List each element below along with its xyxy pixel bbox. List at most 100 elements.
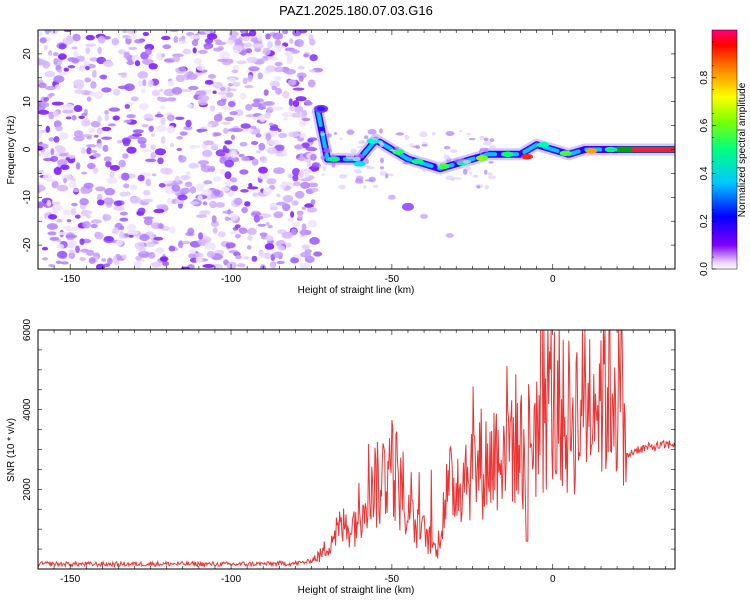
- heatmap-cell: [44, 30, 52, 33]
- heatmap-cell: [138, 103, 149, 110]
- ridge-scatter: [450, 178, 455, 181]
- heatmap-cell: [242, 256, 250, 260]
- heatmap-cell: [48, 50, 53, 56]
- heatmap-cell: [86, 96, 92, 102]
- ridge-scatter: [446, 154, 450, 161]
- heatmap-cell: [123, 183, 130, 189]
- heatmap-cell: [135, 255, 143, 261]
- heatmap-cell: [101, 126, 112, 132]
- heatmap-cell: [211, 263, 223, 269]
- heatmap-cell: [80, 248, 89, 253]
- heatmap-cell: [176, 136, 184, 140]
- heatmap-cell: [94, 91, 103, 100]
- heatmap-cell: [162, 44, 172, 50]
- ridge-scatter: [476, 185, 481, 189]
- heatmap-cell: [189, 201, 200, 205]
- heatmap-cell: [112, 227, 119, 235]
- heatmap-cell: [294, 190, 305, 199]
- heatmap-cell: [250, 141, 259, 145]
- heatmap-cell: [80, 189, 89, 195]
- heatmap-cell: [126, 30, 137, 35]
- heatmap-cell: [301, 117, 311, 122]
- heatmap-cell: [150, 261, 162, 268]
- heatmap-cell: [228, 128, 239, 132]
- heatmap-cell: [76, 82, 84, 90]
- heatmap-cell: [112, 115, 120, 121]
- heatmap-cell: [102, 144, 109, 152]
- heatmap-cell: [95, 186, 106, 192]
- heatmap-cell: [56, 146, 66, 154]
- spectrogram-y-tick-label: 10: [22, 96, 33, 108]
- heatmap-cell: [299, 120, 307, 127]
- heatmap-cell: [248, 183, 253, 187]
- heatmap-cell: [160, 167, 170, 175]
- heatmap-cell: [123, 51, 131, 59]
- ridge-scatter: [330, 154, 336, 159]
- heatmap-cell: [240, 32, 251, 38]
- heatmap-cell: [257, 33, 263, 42]
- heatmap-cell: [268, 139, 280, 146]
- heatmap-cell: [233, 64, 240, 72]
- heatmap-cell: [273, 167, 285, 175]
- heatmap-cell: [257, 115, 266, 121]
- ridge-scatter: [468, 137, 476, 141]
- heatmap-cell: [281, 231, 294, 239]
- heatmap-cell: [118, 159, 126, 168]
- heatmap-cell: [74, 214, 81, 219]
- heatmap-cell: [145, 241, 155, 248]
- heatmap-cell: [158, 183, 166, 188]
- heatmap-cell: [313, 251, 323, 257]
- heatmap-cell: [221, 121, 231, 125]
- heatmap-cell: [144, 118, 154, 122]
- heatmap-cell: [141, 124, 149, 128]
- heatmap-cell: [130, 96, 139, 102]
- heatmap-cell: [228, 101, 236, 108]
- branch-blob: [445, 233, 454, 239]
- heatmap-cell: [297, 65, 305, 70]
- spectrogram-y-tick-label: 0: [22, 146, 33, 152]
- heatmap-cell: [142, 79, 147, 87]
- heatmap-cell: [204, 241, 214, 249]
- ridge-scatter: [483, 149, 489, 153]
- heatmap-cell: [101, 258, 107, 262]
- heatmap-cell: [276, 260, 285, 265]
- heatmap-cell: [257, 72, 264, 80]
- heatmap-cell: [287, 79, 297, 86]
- heatmap-cell: [53, 52, 59, 57]
- heatmap-cell: [51, 201, 61, 205]
- ridge-scatter: [443, 153, 447, 160]
- heatmap-cell: [302, 244, 310, 250]
- heatmap-cell: [147, 79, 154, 88]
- heatmap-cell: [299, 30, 308, 34]
- heatmap-cell: [143, 217, 153, 226]
- heatmap-cell: [42, 60, 51, 69]
- heatmap-cell: [65, 234, 78, 239]
- heatmap-cell: [253, 214, 261, 223]
- heatmap-cell: [213, 114, 223, 122]
- heatmap-cell: [201, 189, 213, 196]
- heatmap-cell: [186, 103, 194, 109]
- heatmap-cell: [171, 184, 181, 192]
- heatmap-cell: [306, 207, 318, 213]
- heatmap-cell: [161, 53, 166, 58]
- heatmap-cell: [246, 245, 252, 250]
- heatmap-cell: [297, 213, 303, 220]
- heatmap-cell: [51, 101, 64, 106]
- heatmap-cell: [213, 189, 221, 197]
- heatmap-cell: [134, 242, 145, 250]
- heatmap-cell: [48, 214, 58, 220]
- heatmap-cell: [89, 91, 96, 97]
- heatmap-cell: [224, 181, 231, 187]
- heatmap-cell: [182, 48, 191, 55]
- heatmap-cell: [287, 217, 294, 223]
- heatmap-cell: [230, 150, 238, 159]
- heatmap-cell: [109, 171, 115, 179]
- ridge-hot-spot: [411, 158, 424, 165]
- heatmap-cell: [162, 261, 170, 267]
- heatmap-cell: [53, 75, 65, 83]
- heatmap-cell: [73, 188, 80, 193]
- heatmap-cell: [174, 175, 180, 183]
- snr-x-tick-label: -150: [60, 574, 80, 585]
- ridge-scatter: [479, 149, 483, 155]
- heatmap-cell: [67, 241, 76, 249]
